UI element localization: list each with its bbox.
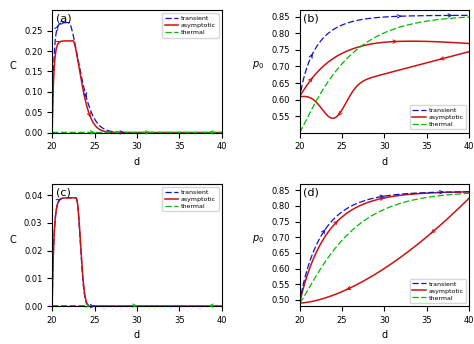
Legend: transient, asymptotic, thermal: transient, asymptotic, thermal bbox=[410, 105, 466, 129]
Legend: transient, asymptotic, thermal: transient, asymptotic, thermal bbox=[162, 187, 219, 211]
Legend: transient, asymptotic, thermal: transient, asymptotic, thermal bbox=[410, 279, 466, 303]
X-axis label: d: d bbox=[382, 331, 388, 341]
Y-axis label: $p_0$: $p_0$ bbox=[252, 60, 264, 72]
Text: (d): (d) bbox=[303, 187, 319, 197]
X-axis label: d: d bbox=[134, 157, 140, 167]
Text: (c): (c) bbox=[55, 187, 71, 197]
X-axis label: d: d bbox=[134, 331, 140, 341]
X-axis label: d: d bbox=[382, 157, 388, 167]
Legend: transient, asymptotic, thermal: transient, asymptotic, thermal bbox=[162, 13, 219, 38]
Text: (a): (a) bbox=[55, 14, 71, 24]
Y-axis label: C: C bbox=[9, 62, 16, 72]
Y-axis label: $p_0$: $p_0$ bbox=[252, 233, 264, 245]
Text: (b): (b) bbox=[303, 14, 319, 24]
Y-axis label: C: C bbox=[9, 235, 16, 245]
